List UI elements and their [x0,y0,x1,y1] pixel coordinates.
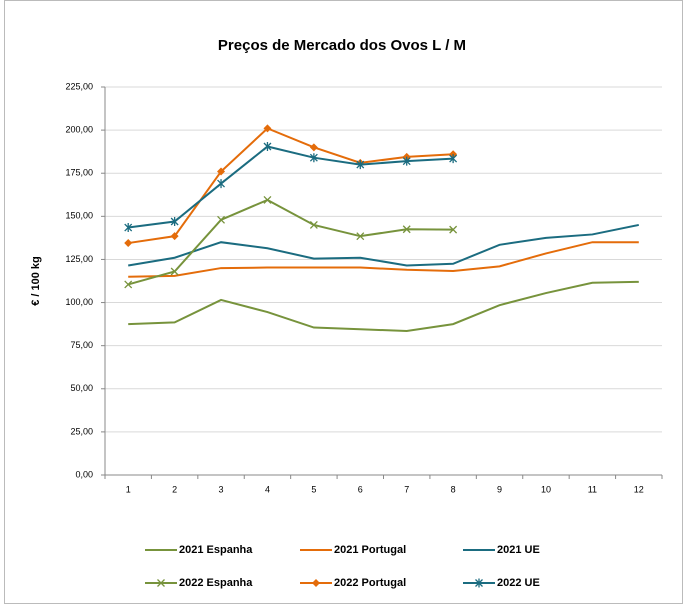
marker [309,220,318,229]
y-tick-label: 225,00 [65,81,93,91]
x-tick-label: 10 [541,484,551,494]
y-tick-label: 100,00 [65,297,93,307]
legend-label: 2022 Portugal [334,577,406,589]
legend-label: 2022 UE [497,577,540,589]
series-line [128,241,639,278]
marker [170,267,179,276]
marker [124,280,133,289]
marker [475,578,483,588]
marker [217,179,226,189]
y-tick-label: 75,00 [70,340,93,350]
marker [312,579,320,587]
x-tick-label: 6 [358,484,363,494]
marker [402,156,411,166]
marker [402,225,411,234]
x-tick-label: 9 [497,484,502,494]
marker [449,154,458,164]
y-tick-label: 125,00 [65,254,93,264]
legend-label: 2021 Espanha [179,544,253,556]
marker [217,215,226,224]
series-line [128,145,454,229]
marker [263,195,272,204]
marker [356,160,365,170]
y-tick-label: 175,00 [65,168,93,178]
marker [309,153,318,163]
x-tick-label: 11 [588,484,597,494]
y-tick-label: 200,00 [65,124,93,134]
marker [124,239,133,248]
y-tick-label: 150,00 [65,211,93,221]
legend-label: 2021 UE [497,544,540,556]
y-tick-label: 25,00 [70,426,93,436]
y-tick-label: 50,00 [70,383,93,393]
x-tick-label: 5 [311,484,316,494]
y-axis-label: € / 100 kg [30,256,42,306]
x-tick-label: 2 [172,484,177,494]
series-line [127,198,454,286]
legend-label: 2021 Portugal [334,544,406,556]
legend-label: 2022 Espanha [179,577,253,589]
x-tick-label: 4 [265,484,270,494]
x-tick-label: 8 [451,484,456,494]
marker [170,232,179,241]
series-line [128,223,639,267]
x-tick-label: 12 [634,484,644,494]
marker [309,143,318,152]
x-tick-label: 1 [126,484,131,494]
series-line [128,127,454,245]
marker [217,167,226,176]
series-line [128,280,639,333]
marker [263,141,272,151]
marker [263,124,272,133]
chart-border [4,0,683,604]
x-tick-label: 3 [219,484,224,494]
marker [124,223,133,233]
marker [449,225,458,234]
marker [356,232,365,241]
chart-title: Preços de Mercado dos Ovos L / M [218,37,466,54]
marker [170,217,179,227]
x-tick-label: 7 [404,484,409,494]
y-tick-label: 0,00 [75,469,93,479]
marker [157,579,165,587]
